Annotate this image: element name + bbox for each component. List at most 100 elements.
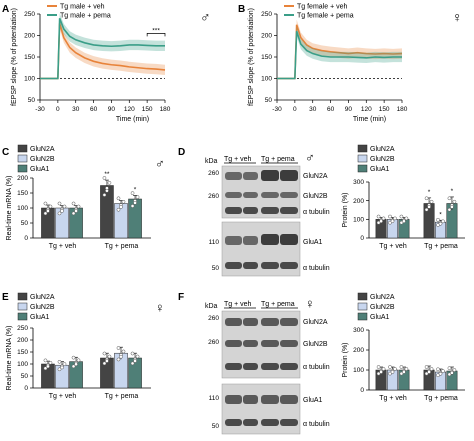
data-point-e-1-1-0: [116, 357, 121, 362]
data-point-d-1-1-3: [436, 217, 440, 222]
data-point-e-0-2-0: [71, 364, 76, 369]
y-tick-label-d-3: 300: [353, 179, 364, 186]
data-point-d-1-2-3: [447, 196, 452, 201]
y-tick-label-c-4: 200: [17, 175, 28, 182]
lane-label-pema-d: Tg + pema: [261, 156, 295, 163]
data-point-d-1-0-0: [424, 207, 429, 212]
data-point-e-0-0-3: [43, 358, 48, 363]
band-tubulin1-d: α tubulin: [303, 209, 330, 216]
data-point-f-0-1-2: [393, 367, 397, 371]
data-point-c-0-1-3: [57, 201, 62, 206]
x-category-label-c-1: Tg + pema: [105, 243, 139, 250]
female-symbol-e: ♀: [155, 300, 165, 315]
panel-label-b: B: [238, 4, 245, 15]
data-point-c-0-2-0: [71, 211, 76, 216]
data-point-c-1-2-4: [133, 201, 137, 205]
y-axis-label-b: fEPSP slope (% of potentiation): [248, 8, 255, 106]
data-point-e-0-0-0: [43, 366, 48, 371]
legend-label-f-0: GluN2A: [370, 294, 395, 301]
x-tick-label-b-6: 150: [379, 106, 390, 113]
y-tick-label-b-3: 200: [261, 33, 272, 40]
series-line-a-1: [40, 18, 165, 80]
data-point-e-0-1-0: [57, 367, 62, 372]
legend-swatch-e-2: [17, 312, 28, 321]
x-tick-label-a-5: 120: [124, 106, 135, 113]
legend-label-e-1: GluN2B: [30, 304, 55, 311]
data-point-e-0-0-4: [46, 364, 50, 369]
band-tubulin2-d: α tubulin: [303, 265, 330, 272]
marker-260b-f: 260: [208, 339, 219, 346]
legend-label-f-2: GluA1: [370, 314, 390, 321]
data-point-e-0-1-3: [57, 359, 62, 364]
data-point-f-0-2-3: [399, 365, 404, 369]
data-point-c-1-1-2: [121, 199, 126, 204]
data-point-d-1-1-4: [438, 221, 443, 226]
legend-label-a-1: Tg male + pema: [60, 13, 111, 20]
y-axis-label-c: Real-time mRNA (%): [6, 176, 13, 241]
panel-label-a: A: [2, 4, 9, 15]
data-point-e-0-0-2: [48, 360, 53, 365]
legend-swatch-f-0: [357, 292, 368, 301]
data-point-f-1-1-2: [441, 369, 445, 373]
data-point-c-1-1-3: [116, 196, 121, 201]
data-point-f-1-2-2: [452, 368, 457, 372]
y-tick-label-f-2: 200: [353, 347, 364, 354]
data-point-d-0-2-4: [402, 219, 406, 224]
y-axis-label-a: fEPSP slope (% of potentiation): [11, 8, 18, 106]
data-point-e-1-2-2: [135, 354, 140, 359]
data-point-d-1-0-3: [424, 196, 429, 201]
y-tick-label-d-2: 200: [353, 198, 364, 205]
y-tick-label-e-1: 50: [21, 373, 29, 380]
data-point-d-1-1-2: [441, 219, 445, 224]
data-point-c-0-0-3: [43, 201, 48, 206]
data-point-c-0-1-4: [60, 209, 64, 213]
y-tick-label-c-0: 0: [24, 235, 28, 242]
marker-110-d: 110: [209, 239, 220, 246]
x-category-label-f-0: Tg + veh: [379, 395, 407, 402]
x-category-label-d-1: Tg + pema: [424, 243, 458, 250]
marker-260a-d: 260: [208, 170, 219, 177]
data-point-c-1-0-3: [102, 176, 107, 180]
kda-label-d: kDa: [205, 158, 218, 165]
legend-label-d-1: GluN2B: [370, 156, 395, 163]
data-point-f-1-2-3: [447, 366, 452, 370]
female-symbol-f-blot: ♀: [305, 296, 315, 311]
data-point-c-0-0-4: [46, 209, 50, 213]
data-point-c-0-1-2: [62, 204, 67, 209]
data-point-d-0-0-2: [381, 216, 386, 221]
data-point-e-0-2-4: [74, 362, 78, 367]
data-point-e-0-2-2: [76, 358, 81, 363]
x-category-label-e-1: Tg + pema: [105, 393, 139, 400]
band-tubulin1-f: α tubulin: [303, 364, 330, 371]
y-tick-label-a-3: 200: [24, 33, 35, 40]
y-axis-label-e: Real-time mRNA (%): [6, 326, 13, 391]
y-tick-label-a-1: 100: [24, 76, 35, 83]
legend-swatch-e-1: [17, 302, 28, 311]
bar-c-1-2: [128, 198, 142, 239]
data-point-d-0-1-4: [390, 219, 395, 224]
legend-label-b-0: Tg female + veh: [297, 4, 347, 11]
data-point-c-1-2-0: [130, 204, 135, 208]
sem-band-b-1: [277, 26, 402, 80]
data-point-c-1-2-2: [135, 195, 140, 199]
series-line-b-1: [277, 30, 402, 80]
data-point-f-0-0-2: [381, 367, 386, 371]
x-tick-label-a-7: 180: [160, 106, 171, 113]
data-point-c-1-2-3: [130, 191, 135, 195]
data-point-d-0-1-3: [388, 214, 392, 219]
panel-label-e: E: [2, 292, 9, 303]
y-tick-label-e-2: 100: [17, 361, 28, 368]
legend-label-c-1: GluN2B: [30, 156, 55, 163]
marker-260a-f: 260: [208, 315, 219, 322]
x-category-label-e-0: Tg + veh: [49, 393, 77, 400]
data-point-f-0-2-4: [402, 370, 406, 374]
significance-marker-d-1-2: *: [451, 188, 454, 195]
x-category-label-c-0: Tg + veh: [49, 243, 77, 250]
marker-50-d: 50: [212, 265, 220, 272]
female-symbol-b: ♀: [452, 9, 463, 25]
chart-f: 0 100 200 300 Protein (%) Tg + veh Tg + pema Gl…: [342, 292, 465, 402]
significance-marker-c-1-0: **: [104, 171, 110, 178]
data-point-e-1-0-3: [102, 351, 107, 356]
